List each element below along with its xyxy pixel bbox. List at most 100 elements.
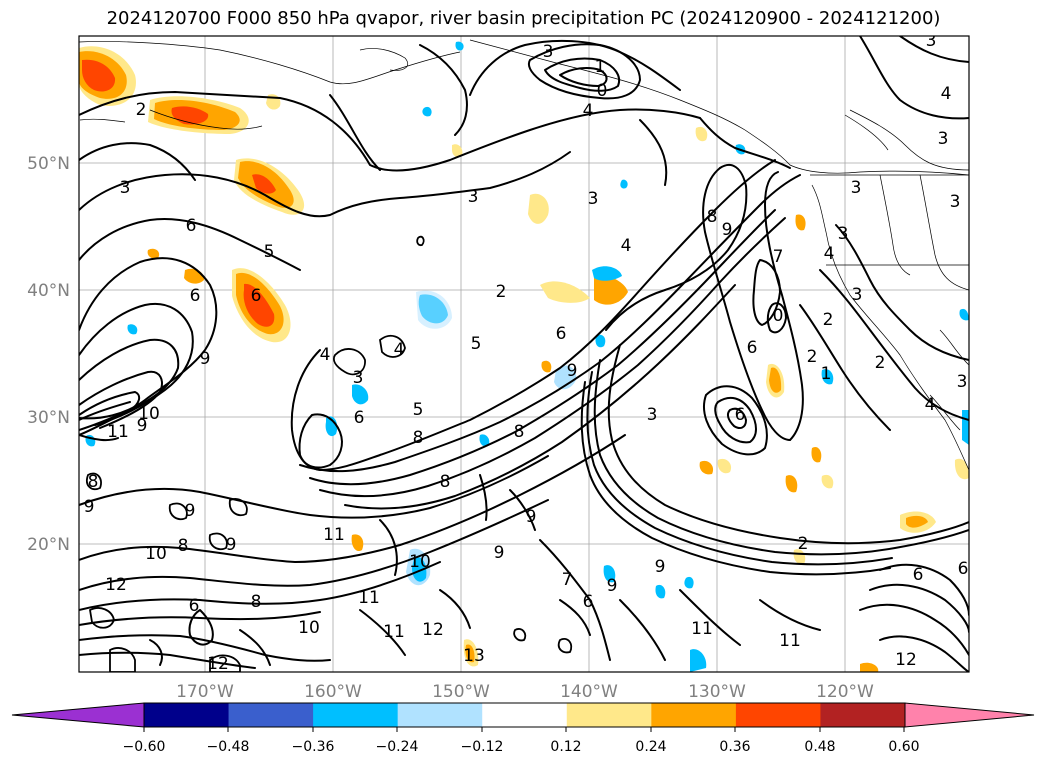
contour-label: 2 <box>136 100 147 120</box>
contour-label: 6 <box>735 405 746 425</box>
contour-label: 2 <box>798 534 809 554</box>
colorbar-segment <box>482 703 568 727</box>
colorbar-extend-min <box>11 702 145 728</box>
contour-label: 3 <box>120 178 131 198</box>
contour-label: 9 <box>226 535 237 555</box>
colorbar-segment <box>735 703 821 727</box>
contour-label: 2 <box>823 310 834 330</box>
contour-label: 3 <box>543 42 554 62</box>
contour-label: 6 <box>556 324 567 344</box>
contour-label: 10 <box>138 404 160 424</box>
contour-label: 3 <box>353 368 364 388</box>
colorbar: −0.60 −0.48 −0.36 −0.24 −0.12 0.12 0.24 … <box>11 702 1035 755</box>
contour-label: 0 <box>597 81 608 101</box>
contour-label: 9 <box>84 497 95 517</box>
lon-tick-label: 140°W <box>560 682 618 702</box>
contour-label: 8 <box>707 207 718 227</box>
contour-label: 3 <box>852 285 863 305</box>
contour-label: 3 <box>851 178 862 198</box>
contour-label: 6 <box>251 286 262 306</box>
colorbar-tick-label: −0.48 <box>207 739 250 755</box>
contour-label: 11 <box>691 619 713 639</box>
contour-label: 10 <box>298 618 320 638</box>
gridlines <box>79 36 969 672</box>
contour-label: 9 <box>722 220 733 240</box>
colorbar-segment <box>397 703 483 727</box>
contour-label: 8 <box>88 472 99 492</box>
contour-label: 13 <box>463 646 485 666</box>
contour-label: 4 <box>320 345 331 365</box>
precip-shading <box>79 41 969 672</box>
longitude-labels: 170°W 160°W 150°W 140°W 130°W 120°W <box>176 682 874 702</box>
contour-label: 4 <box>824 244 835 264</box>
map-frame <box>78 35 970 673</box>
contour-label: 3 <box>938 129 949 149</box>
contour-label: 3 <box>588 189 599 209</box>
colorbar-tick-label: 0.60 <box>888 739 919 755</box>
contour-label: 3 <box>957 372 968 392</box>
contour-label: 5 <box>264 242 275 262</box>
map-plot-area: 1 0 3 2 4 3 3 3 3 3 6 5 6 6 9 9 10 11 4 … <box>79 36 969 672</box>
qvapor-contours <box>79 36 969 672</box>
lat-tick-label: 50°N <box>27 154 70 174</box>
colorbar-ticks <box>143 727 905 732</box>
contour-label: 1 <box>821 364 832 384</box>
contour-label: 6 <box>354 408 365 428</box>
contour-label: 6 <box>913 565 924 585</box>
contour-label: 9 <box>526 507 537 527</box>
contour-label: 4 <box>583 101 594 121</box>
colorbar-segment <box>651 703 737 727</box>
contour-label: 12 <box>422 620 444 640</box>
lat-tick-label: 40°N <box>27 281 70 301</box>
colorbar-segment <box>228 703 314 727</box>
contour-label: 3 <box>950 192 961 212</box>
colorbar-tick-label: −0.12 <box>461 739 504 755</box>
contour-label: 6 <box>958 559 969 579</box>
contour-label: 9 <box>200 349 211 369</box>
contour-label: 3 <box>647 405 658 425</box>
contour-label: 10 <box>145 544 167 564</box>
contour-label: 8 <box>178 536 189 556</box>
contour-label: 3 <box>838 224 849 244</box>
colorbar-tick-label: 0.48 <box>804 739 835 755</box>
contour-label: 7 <box>773 247 784 267</box>
contour-label: 3 <box>468 187 479 207</box>
contour-label: 7 <box>562 570 573 590</box>
colorbar-tick-labels: −0.60 −0.48 −0.36 −0.24 −0.12 0.12 0.24 … <box>123 739 920 755</box>
colorbar-tick-label: 0.36 <box>719 739 750 755</box>
contour-label: 2 <box>807 347 818 367</box>
coastlines <box>79 39 969 471</box>
colorbar-segment <box>313 703 399 727</box>
lon-tick-label: 150°W <box>432 682 490 702</box>
lat-tick-label: 20°N <box>27 535 70 555</box>
colorbar-frame <box>143 702 906 728</box>
colorbar-tick-label: −0.60 <box>123 739 166 755</box>
colorbar-extend-max <box>904 702 1035 728</box>
contour-label: 4 <box>621 236 632 256</box>
contour-label: 6 <box>583 592 594 612</box>
contour-labels: 1 0 3 2 4 3 3 3 3 3 6 5 6 6 9 9 10 11 4 … <box>84 36 969 672</box>
contour-label: 8 <box>251 592 262 612</box>
colorbar-tick-label: −0.24 <box>376 739 419 755</box>
contour-label: 9 <box>607 576 618 596</box>
colorbar-segment <box>566 703 652 727</box>
contour-label: 4 <box>941 84 952 104</box>
contour-label: 11 <box>779 631 801 651</box>
contour-label: 12 <box>895 650 917 670</box>
contour-label: 8 <box>413 428 424 448</box>
colorbar-tick-label: 0.24 <box>635 739 666 755</box>
contour-label: 5 <box>471 334 482 354</box>
contour-label: 9 <box>137 416 148 436</box>
map-title: 2024120700 F000 850 hPa qvapor, river ba… <box>106 8 941 29</box>
contour-label: 6 <box>190 286 201 306</box>
contour-label: 4 <box>925 395 936 415</box>
contour-label: 6 <box>186 216 197 236</box>
contour-label: 9 <box>494 543 505 563</box>
colorbar-tick-label: −0.36 <box>292 739 335 755</box>
contour-label: 4 <box>394 340 405 360</box>
contour-label: 2 <box>496 282 507 302</box>
contour-label: 6 <box>747 338 758 358</box>
colorbar-segment <box>144 703 230 727</box>
contour-label: 11 <box>358 588 380 608</box>
